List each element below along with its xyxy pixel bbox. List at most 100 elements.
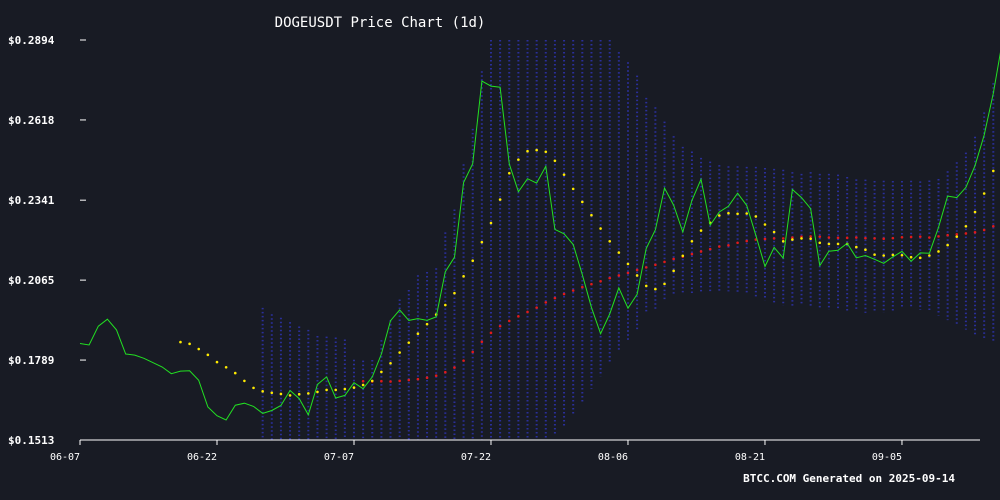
ma-short-point bbox=[672, 269, 675, 273]
x-tick-label: 07-22 bbox=[461, 452, 491, 463]
x-tick-label: 08-06 bbox=[598, 452, 628, 463]
ma-short-point bbox=[224, 365, 228, 369]
ma-long-point bbox=[672, 257, 675, 261]
ma-short-point bbox=[608, 240, 612, 243]
x-tick-label: 09-05 bbox=[872, 452, 902, 463]
ma-short-point bbox=[791, 238, 794, 241]
ma-short-point bbox=[325, 388, 328, 392]
ma-long-point bbox=[891, 236, 895, 240]
y-tick-label: $0.1513 bbox=[8, 434, 54, 447]
ma-long-point bbox=[873, 237, 876, 240]
ma-short-point bbox=[690, 240, 694, 243]
ma-short-point bbox=[188, 342, 191, 346]
ma-long-point bbox=[918, 235, 922, 238]
ma-short-point bbox=[297, 392, 301, 396]
x-tick-label: 06-07 bbox=[50, 452, 80, 463]
ma-short-point bbox=[718, 214, 721, 217]
ma-short-point bbox=[644, 284, 648, 288]
ma-short-point bbox=[480, 240, 484, 244]
ma-short-point bbox=[992, 169, 995, 173]
ma-long-point bbox=[745, 239, 749, 243]
ma-long-point bbox=[407, 378, 411, 382]
ma-long-point bbox=[590, 282, 593, 286]
ma-short-point bbox=[471, 259, 475, 263]
y-tick-label: $0.1789 bbox=[8, 354, 54, 367]
ma-short-point bbox=[197, 347, 201, 351]
ma-short-point bbox=[571, 187, 575, 191]
ma-long-point bbox=[626, 271, 630, 275]
y-tick-label: $0.2618 bbox=[8, 114, 54, 127]
ma-short-point bbox=[243, 379, 246, 383]
ma-short-point bbox=[928, 254, 931, 257]
ma-long-point bbox=[864, 236, 867, 240]
ma-short-point bbox=[681, 254, 685, 258]
ma-long-point bbox=[763, 237, 767, 241]
ma-short-point bbox=[855, 245, 858, 249]
ma-short-point bbox=[727, 211, 730, 215]
ma-long-point bbox=[955, 233, 959, 236]
band-layer bbox=[261, 40, 995, 440]
ma-long-point bbox=[535, 306, 538, 309]
ma-short-point bbox=[955, 235, 959, 238]
ma-short-point bbox=[398, 351, 401, 354]
ma-short-point bbox=[909, 255, 913, 259]
ma-short-layer bbox=[179, 148, 995, 397]
ma-short-point bbox=[252, 386, 255, 390]
ma-long-point bbox=[635, 268, 639, 272]
ma-long-point bbox=[845, 236, 849, 240]
ma-short-point bbox=[215, 360, 219, 364]
ma-short-point bbox=[261, 390, 264, 393]
ma-short-point bbox=[380, 370, 383, 374]
ma-short-point bbox=[836, 242, 840, 246]
ma-long-point bbox=[690, 252, 694, 256]
ma-long-point bbox=[398, 379, 401, 383]
ma-short-point bbox=[699, 229, 703, 232]
ma-long-point bbox=[946, 233, 949, 237]
ma-long-point bbox=[699, 250, 703, 253]
ma-short-point bbox=[425, 322, 429, 326]
y-tick-label: $0.2894 bbox=[8, 34, 55, 47]
ma-long-point bbox=[900, 235, 904, 239]
ma-long-point bbox=[855, 236, 858, 239]
x-ticks: 06-07 06-22 07-07 07-22 08-06 08-21 09-05 bbox=[50, 440, 903, 463]
y-ticks: $0.1513 $0.1789 $0.2065 $0.2341 $0.2618 $0.28… bbox=[8, 34, 86, 447]
ma-long-point bbox=[389, 380, 392, 383]
ma-short-point bbox=[288, 394, 292, 397]
ma-short-point bbox=[882, 254, 886, 257]
ma-short-point bbox=[453, 291, 456, 295]
ma-long-point bbox=[444, 370, 447, 374]
ma-short-point bbox=[407, 341, 411, 344]
ma-long-point bbox=[425, 376, 429, 380]
chart-title: DOGEUSDT Price Chart (1d) bbox=[275, 15, 486, 31]
ma-long-point bbox=[663, 260, 666, 264]
y-tick-label: $0.2341 bbox=[8, 194, 55, 207]
ma-short-point bbox=[307, 392, 310, 395]
x-tick-label: 08-21 bbox=[735, 452, 765, 463]
y-tick-label: $0.2065 bbox=[8, 274, 54, 287]
price-layer bbox=[79, 52, 1000, 421]
ma-long-point bbox=[718, 245, 721, 248]
ma-long-point bbox=[517, 315, 520, 318]
ma-long-point bbox=[992, 224, 995, 228]
ma-short-point bbox=[498, 198, 502, 201]
ma-short-point bbox=[964, 224, 968, 228]
ma-long-point bbox=[489, 331, 493, 335]
ma-long-point bbox=[571, 289, 575, 292]
ma-short-point bbox=[772, 230, 776, 234]
ma-long-point bbox=[507, 319, 511, 323]
ma-short-point bbox=[444, 303, 447, 307]
ma-long-point bbox=[416, 377, 420, 381]
ma-short-point bbox=[663, 282, 666, 286]
ma-short-point bbox=[937, 250, 940, 253]
ma-short-point bbox=[973, 210, 977, 214]
ma-short-point bbox=[754, 215, 758, 218]
ma-long-point bbox=[526, 310, 529, 314]
ma-long-point bbox=[928, 236, 931, 239]
ma-long-point bbox=[736, 241, 739, 245]
price-line bbox=[79, 52, 1000, 421]
ma-short-point bbox=[873, 253, 876, 256]
ma-long-point bbox=[982, 228, 986, 232]
ma-short-point bbox=[654, 287, 657, 291]
ma-long-point bbox=[882, 237, 886, 240]
ma-long-point bbox=[644, 266, 648, 269]
